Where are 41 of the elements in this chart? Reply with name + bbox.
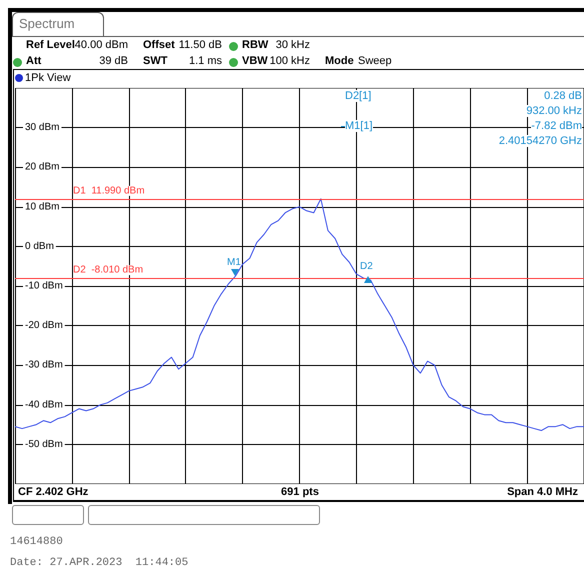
text: 14614880 bbox=[10, 536, 63, 548]
y-tick-label: -20 dBm bbox=[25, 320, 63, 332]
annotation: M1 bbox=[227, 257, 241, 268]
text: Span 4.0 MHz bbox=[507, 486, 578, 498]
ref-line-label: D2 -8.010 dBm bbox=[73, 264, 144, 276]
text: Mode bbox=[325, 55, 354, 67]
text: Att bbox=[26, 55, 42, 67]
text: Offset bbox=[143, 39, 175, 51]
y-tick-label: -10 dBm bbox=[25, 280, 63, 292]
y-tick-label: 30 dBm bbox=[25, 122, 60, 134]
text: 11.50 dB bbox=[178, 39, 222, 51]
text: 30 kHz bbox=[276, 39, 310, 51]
annotation: D2 bbox=[360, 261, 373, 272]
annotation: 932.00 kHz bbox=[526, 105, 582, 117]
text: SWT bbox=[143, 55, 168, 67]
annotation: 2.40154270 GHz bbox=[498, 135, 582, 147]
ref-line-label: D1 11.990 dBm bbox=[73, 185, 145, 196]
chart-title: Spectrum bbox=[19, 16, 75, 31]
text: Sweep bbox=[358, 55, 392, 67]
y-tick-label: -50 dBm bbox=[25, 438, 63, 450]
annotation: 0.28 dB bbox=[544, 90, 582, 102]
text: RBW bbox=[242, 39, 268, 51]
text: Date: 27.APR.2023 11:44:05 bbox=[10, 557, 188, 569]
text: 691 pts bbox=[281, 486, 319, 498]
text: 1.1 ms bbox=[188, 55, 222, 67]
line-series bbox=[15, 198, 584, 432]
text: 39 dB bbox=[99, 55, 128, 67]
text: 40.00 dBm bbox=[74, 39, 128, 51]
annotation: M1[1] bbox=[345, 120, 373, 132]
y-tick-label: 0 dBm bbox=[25, 240, 54, 252]
text: CF 2.402 GHz bbox=[18, 486, 88, 498]
text: 100 kHz bbox=[270, 55, 310, 67]
annotation: -7.82 dBm bbox=[531, 120, 582, 132]
text: 1Pk View bbox=[25, 72, 71, 84]
annotation: D2[1] bbox=[345, 90, 372, 102]
text: VBW bbox=[242, 55, 268, 67]
y-tick-label: 20 dBm bbox=[25, 162, 60, 173]
y-tick-label: -30 dBm bbox=[25, 360, 63, 371]
y-tick-label: -40 dBm bbox=[25, 399, 63, 410]
y-tick-label: 10 dBm bbox=[25, 201, 60, 212]
text: Ref Level bbox=[26, 39, 75, 51]
